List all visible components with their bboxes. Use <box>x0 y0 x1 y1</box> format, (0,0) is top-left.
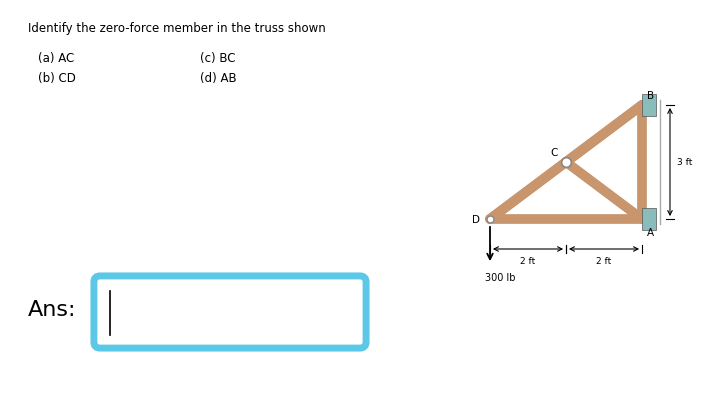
Text: (a) AC: (a) AC <box>38 52 74 65</box>
Text: (c) BC: (c) BC <box>200 52 235 65</box>
Text: C: C <box>551 148 558 158</box>
Text: 2 ft: 2 ft <box>521 256 536 265</box>
Text: Identify the zero-force member in the truss shown: Identify the zero-force member in the tr… <box>28 22 325 35</box>
FancyBboxPatch shape <box>96 278 364 346</box>
Text: B: B <box>647 91 654 101</box>
Text: 300 lb: 300 lb <box>485 272 516 282</box>
Text: 2 ft: 2 ft <box>596 256 611 265</box>
Text: A: A <box>647 228 654 237</box>
Bar <box>642 209 656 230</box>
Text: Ans:: Ans: <box>28 299 76 319</box>
Text: (d) AB: (d) AB <box>200 72 237 85</box>
Text: (b) CD: (b) CD <box>38 72 76 85</box>
Text: 3 ft: 3 ft <box>677 158 693 167</box>
Text: D: D <box>472 215 480 224</box>
Bar <box>642 95 656 117</box>
